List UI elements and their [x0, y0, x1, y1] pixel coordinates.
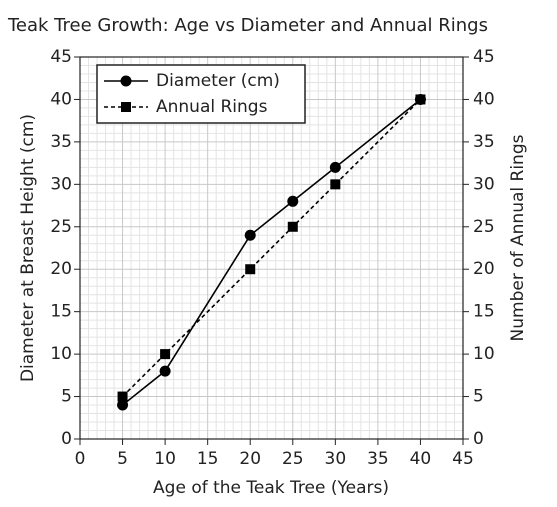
y2-tick-label: 25 — [473, 217, 495, 237]
y2-tick-label: 40 — [473, 89, 495, 109]
chart-title: Teak Tree Growth: Age vs Diameter and An… — [7, 15, 488, 36]
data-point — [159, 365, 171, 377]
legend-marker — [120, 75, 132, 87]
x-axis-label: Age of the Teak Tree (Years) — [153, 478, 389, 498]
y-tick-label: 20 — [50, 259, 72, 279]
data-point — [117, 391, 128, 402]
data-point — [160, 349, 171, 360]
x-tick-label: 35 — [367, 449, 389, 469]
x-tick-label: 10 — [154, 449, 176, 469]
series-line — [121, 98, 422, 398]
legend-marker — [121, 102, 131, 112]
y2-tick-label: 10 — [473, 344, 495, 364]
y2-tick-label: 0 — [473, 429, 484, 449]
plot-frame — [79, 56, 464, 440]
y2-tick-label: 15 — [473, 302, 495, 322]
data-point — [287, 221, 298, 232]
y-axis-label: Diameter at Breast Height (cm) — [18, 114, 38, 382]
data-point — [329, 161, 341, 173]
x-tick-label: 15 — [197, 449, 219, 469]
y2-axis-label: Number of Annual Rings — [508, 134, 528, 341]
legend-label: Annual Rings — [156, 97, 268, 117]
y2-tick-label: 35 — [473, 132, 495, 152]
data-point — [244, 229, 256, 241]
y-tick-label: 25 — [50, 217, 72, 237]
series-line — [122, 98, 421, 406]
x-tick-label: 30 — [325, 449, 347, 469]
y-tick-label: 40 — [50, 89, 72, 109]
y2-tick-label: 20 — [473, 259, 495, 279]
y-tick-label: 45 — [50, 47, 72, 67]
y-tick-label: 5 — [61, 387, 72, 407]
x-tick-label: 45 — [452, 449, 474, 469]
data-point — [117, 399, 129, 411]
y-tick-label: 30 — [50, 174, 72, 194]
legend-label: Diameter (cm) — [156, 71, 280, 91]
y2-tick-label: 45 — [473, 47, 495, 67]
data-point — [287, 195, 299, 207]
x-tick-label: 0 — [75, 449, 86, 469]
y-tick-label: 0 — [61, 429, 72, 449]
x-tick-label: 20 — [239, 449, 261, 469]
x-tick-label: 25 — [282, 449, 304, 469]
y-tick-label: 15 — [50, 302, 72, 322]
data-point — [415, 94, 426, 105]
data-point — [330, 179, 341, 190]
x-tick-label: 5 — [117, 449, 128, 469]
y-tick-label: 10 — [50, 344, 72, 364]
y2-tick-label: 30 — [473, 174, 495, 194]
y2-tick-label: 5 — [473, 387, 484, 407]
y-tick-label: 35 — [50, 132, 72, 152]
legend-box — [96, 64, 306, 124]
x-tick-label: 40 — [410, 449, 432, 469]
data-point — [245, 264, 256, 275]
